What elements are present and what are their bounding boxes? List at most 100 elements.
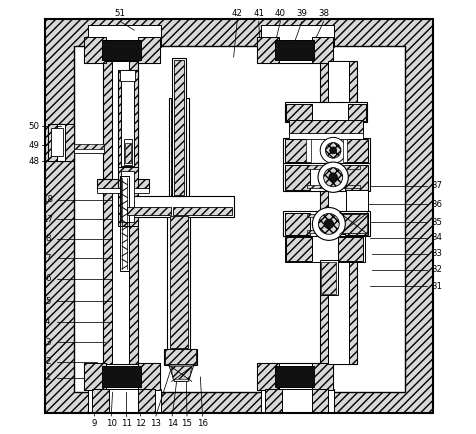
Bar bbox=[172, 58, 186, 196]
Bar bbox=[74, 145, 104, 149]
Text: 34: 34 bbox=[432, 233, 443, 242]
Bar bbox=[258, 36, 279, 63]
Circle shape bbox=[329, 173, 337, 181]
Bar bbox=[165, 349, 197, 364]
Bar bbox=[348, 104, 366, 121]
Text: 4: 4 bbox=[45, 317, 50, 326]
Bar bbox=[283, 163, 370, 191]
Text: 2: 2 bbox=[45, 358, 50, 366]
Text: 42: 42 bbox=[232, 9, 243, 18]
Bar bbox=[88, 389, 160, 412]
Text: 49: 49 bbox=[29, 141, 39, 150]
Bar bbox=[345, 213, 368, 235]
Text: 15: 15 bbox=[181, 419, 192, 428]
Polygon shape bbox=[164, 349, 197, 365]
Bar bbox=[346, 189, 368, 213]
Bar bbox=[328, 61, 349, 364]
Text: 14: 14 bbox=[167, 419, 178, 428]
Bar bbox=[118, 167, 139, 226]
Polygon shape bbox=[169, 365, 194, 381]
Text: 39: 39 bbox=[297, 9, 307, 18]
Bar bbox=[102, 366, 141, 387]
Bar bbox=[48, 124, 57, 161]
Bar bbox=[112, 61, 129, 364]
Bar bbox=[46, 19, 433, 413]
Bar bbox=[289, 120, 363, 134]
Bar bbox=[124, 139, 131, 165]
Text: 31: 31 bbox=[432, 282, 443, 291]
Bar bbox=[51, 128, 63, 156]
Bar bbox=[102, 39, 141, 60]
Text: 5: 5 bbox=[45, 297, 50, 306]
Circle shape bbox=[312, 207, 345, 240]
Polygon shape bbox=[342, 214, 367, 233]
Bar bbox=[118, 70, 139, 169]
Text: 50: 50 bbox=[28, 122, 40, 131]
Circle shape bbox=[324, 219, 334, 229]
Bar bbox=[173, 207, 231, 215]
Bar bbox=[126, 196, 234, 217]
Bar bbox=[98, 179, 149, 189]
Bar bbox=[307, 214, 360, 217]
Bar bbox=[285, 139, 310, 161]
Text: 41: 41 bbox=[253, 9, 264, 18]
Bar bbox=[345, 164, 368, 190]
Bar bbox=[74, 46, 405, 392]
Bar bbox=[307, 139, 311, 161]
Bar bbox=[261, 389, 334, 412]
Bar bbox=[320, 61, 357, 364]
Text: 1: 1 bbox=[45, 373, 50, 382]
Bar bbox=[275, 39, 314, 60]
Text: 3: 3 bbox=[45, 338, 50, 347]
Text: 48: 48 bbox=[28, 157, 40, 166]
Bar bbox=[283, 211, 370, 237]
Bar bbox=[307, 165, 360, 168]
Bar bbox=[285, 213, 310, 235]
Bar bbox=[258, 363, 333, 390]
Text: 35: 35 bbox=[432, 218, 443, 227]
Polygon shape bbox=[340, 213, 368, 234]
Circle shape bbox=[318, 214, 339, 234]
Text: 16: 16 bbox=[197, 419, 208, 428]
Polygon shape bbox=[171, 366, 192, 379]
Text: 12: 12 bbox=[135, 419, 146, 428]
Bar bbox=[265, 389, 282, 413]
Circle shape bbox=[324, 168, 343, 187]
Bar bbox=[167, 215, 190, 349]
Bar bbox=[92, 389, 109, 413]
Bar bbox=[74, 145, 104, 153]
Bar bbox=[337, 237, 364, 261]
Bar bbox=[84, 36, 160, 63]
Circle shape bbox=[320, 138, 346, 163]
Bar bbox=[258, 363, 279, 390]
Bar bbox=[98, 188, 149, 193]
Bar bbox=[139, 36, 160, 63]
Text: 37: 37 bbox=[432, 181, 443, 191]
Bar bbox=[258, 36, 333, 63]
Bar bbox=[345, 139, 368, 161]
Bar bbox=[174, 60, 184, 194]
Bar bbox=[121, 75, 134, 166]
Text: 11: 11 bbox=[121, 419, 132, 428]
Text: 9: 9 bbox=[92, 419, 97, 428]
Bar bbox=[307, 184, 360, 188]
Text: 10: 10 bbox=[106, 419, 117, 428]
Bar bbox=[307, 230, 360, 233]
Bar bbox=[285, 236, 365, 263]
Circle shape bbox=[326, 143, 341, 158]
Text: 18: 18 bbox=[42, 195, 53, 204]
Circle shape bbox=[330, 147, 337, 154]
Bar bbox=[321, 262, 336, 293]
Bar bbox=[46, 19, 433, 413]
Text: 8: 8 bbox=[45, 234, 50, 243]
Bar bbox=[120, 70, 135, 81]
Bar bbox=[261, 25, 334, 46]
Bar bbox=[343, 139, 347, 161]
Bar bbox=[289, 133, 363, 139]
Bar bbox=[88, 25, 160, 46]
Text: 13: 13 bbox=[150, 419, 161, 428]
Text: 36: 36 bbox=[432, 200, 443, 208]
Text: 6: 6 bbox=[45, 274, 50, 283]
Bar bbox=[312, 36, 333, 63]
Bar bbox=[139, 363, 160, 390]
